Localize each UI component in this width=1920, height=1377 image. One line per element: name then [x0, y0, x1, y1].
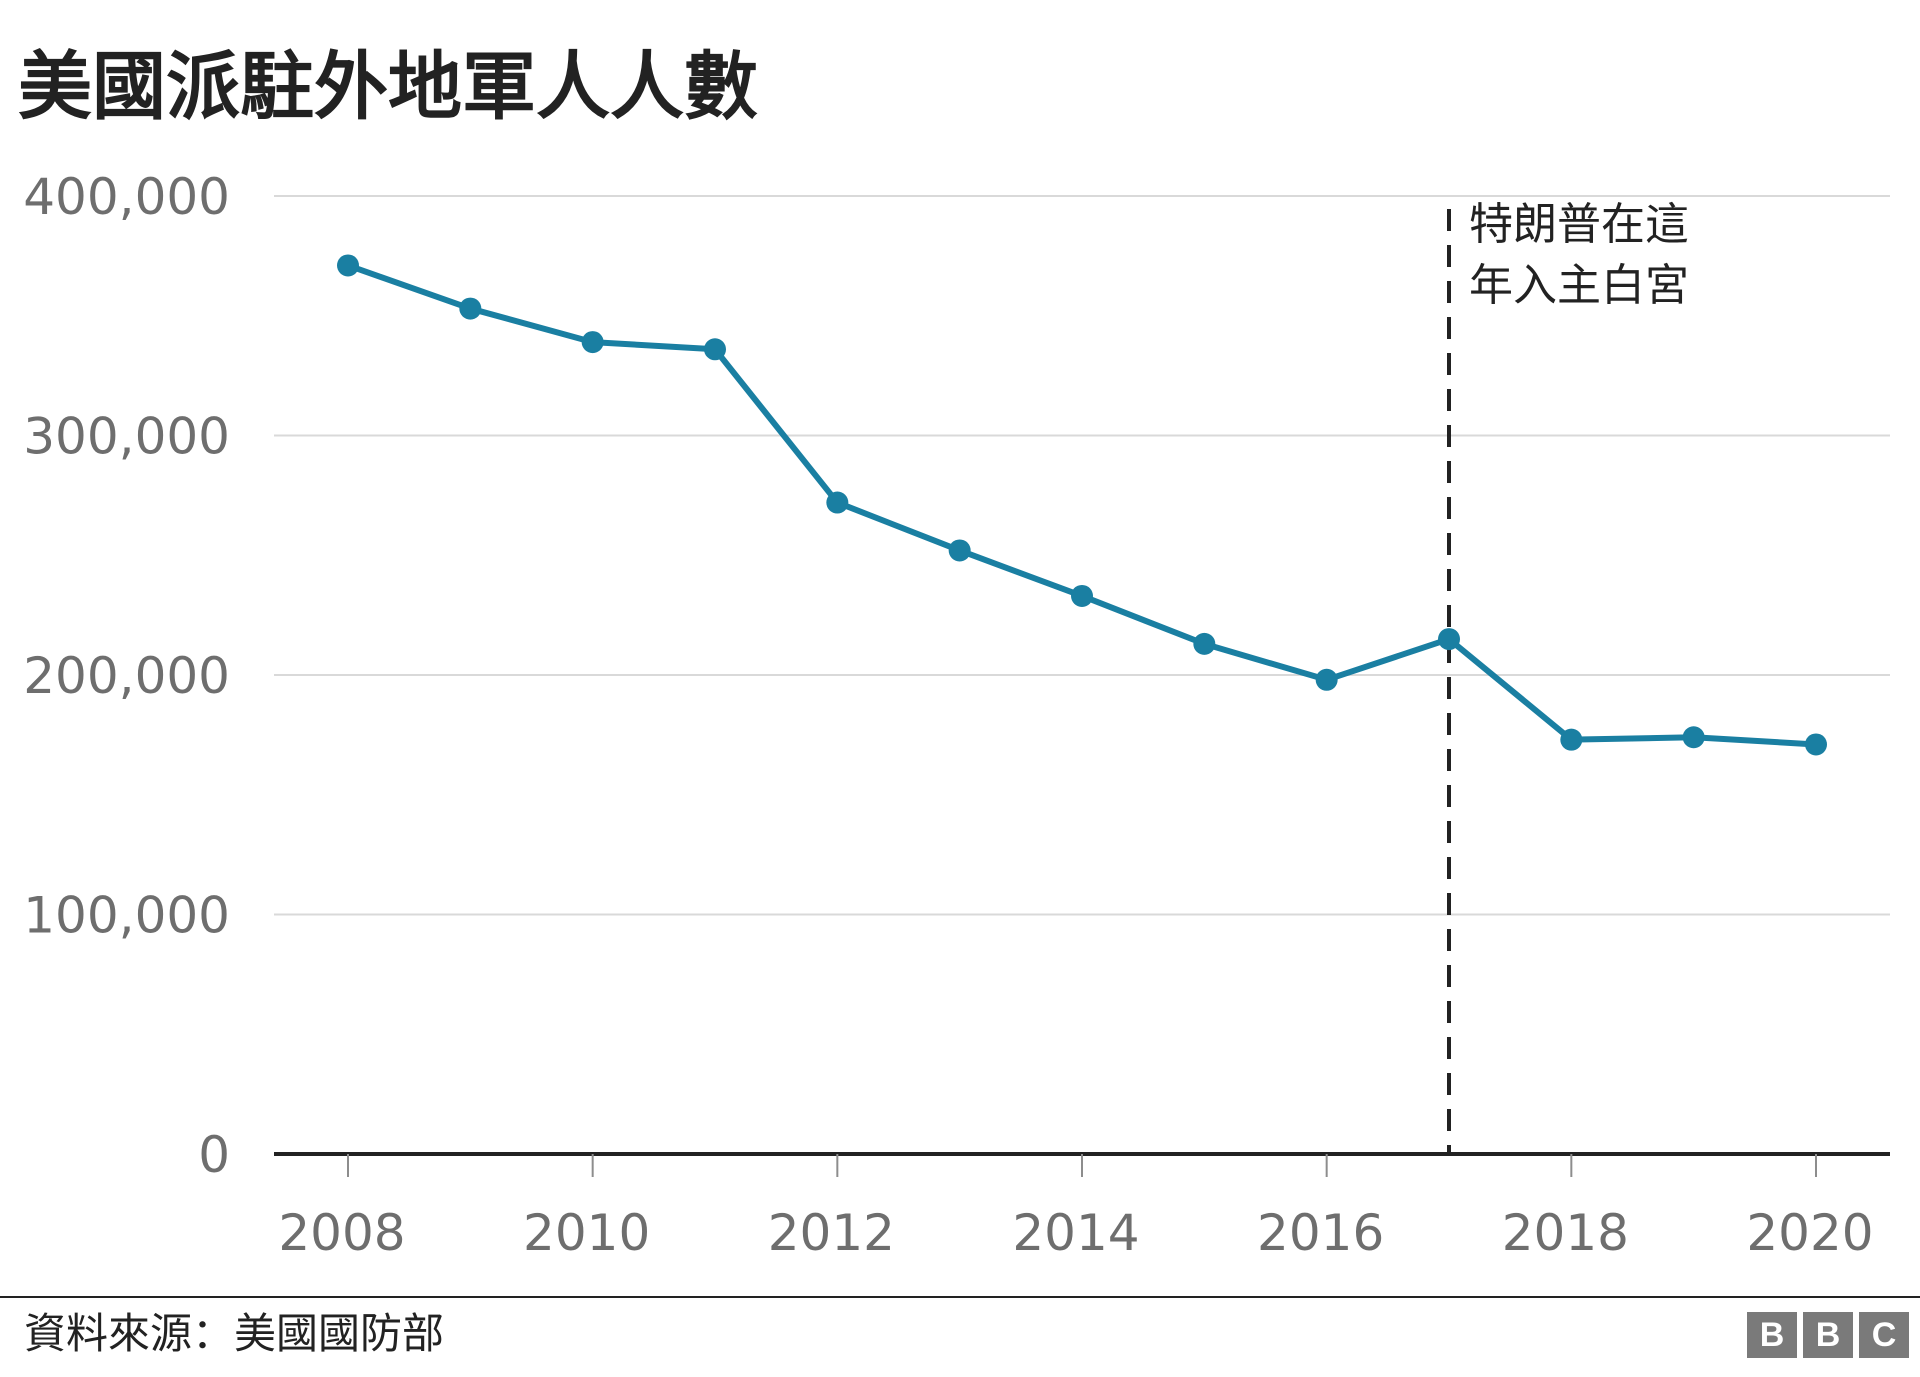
y-tick-label: 200,000	[23, 647, 230, 705]
gridlines	[274, 195, 1890, 916]
data-point	[1438, 628, 1460, 651]
x-tick-label: 2020	[1746, 1204, 1873, 1262]
x-tick-label: 2016	[1257, 1204, 1384, 1262]
bbc-logo-letter-2: B	[1816, 1316, 1841, 1354]
x-tick-label: 2008	[278, 1204, 405, 1262]
x-tick-label: 2012	[768, 1204, 895, 1262]
data-point	[581, 331, 604, 354]
bbc-logo-box-1	[1747, 1312, 1797, 1358]
y-tick-label: 0	[198, 1126, 230, 1184]
x-tick-label: 2014	[1012, 1204, 1139, 1262]
data-point	[704, 338, 726, 361]
x-tick-label: 2018	[1502, 1204, 1629, 1262]
bbc-logo-box-2	[1803, 1312, 1853, 1358]
y-tick-label: 100,000	[23, 887, 230, 945]
data-point	[1560, 728, 1583, 751]
data-point	[1315, 668, 1338, 691]
y-tick-label: 300,000	[23, 408, 230, 466]
data-point	[459, 297, 482, 320]
tick-labels: 0 100,000 200,000 300,000 400,000 2008 2010 201…	[23, 168, 1873, 1262]
data-point	[1071, 584, 1093, 607]
series-layer	[337, 254, 1827, 756]
x-tick-label: 2010	[523, 1204, 650, 1262]
bbc-logo-box-3	[1859, 1312, 1909, 1358]
chart-title: 美國派駐外地軍人人數	[18, 44, 758, 130]
data-point	[826, 491, 849, 514]
series-line	[345, 262, 1819, 748]
data-point	[948, 539, 971, 562]
annotation-line-2: 年入主白宮	[1469, 260, 1689, 311]
axes	[274, 1152, 1890, 1177]
data-point	[337, 254, 359, 277]
bbc-logo: B B C	[1747, 1312, 1909, 1358]
data-point	[1193, 632, 1216, 655]
source-note: 資料來源：美國國防部	[24, 1309, 444, 1358]
bbc-logo-letter-1: B	[1760, 1316, 1785, 1354]
annotation-line-1: 特朗普在這	[1469, 199, 1689, 250]
data-point	[1805, 733, 1827, 756]
y-tick-label: 400,000	[23, 168, 230, 226]
bbc-logo-letter-3: C	[1872, 1316, 1897, 1354]
data-point	[1682, 726, 1705, 749]
